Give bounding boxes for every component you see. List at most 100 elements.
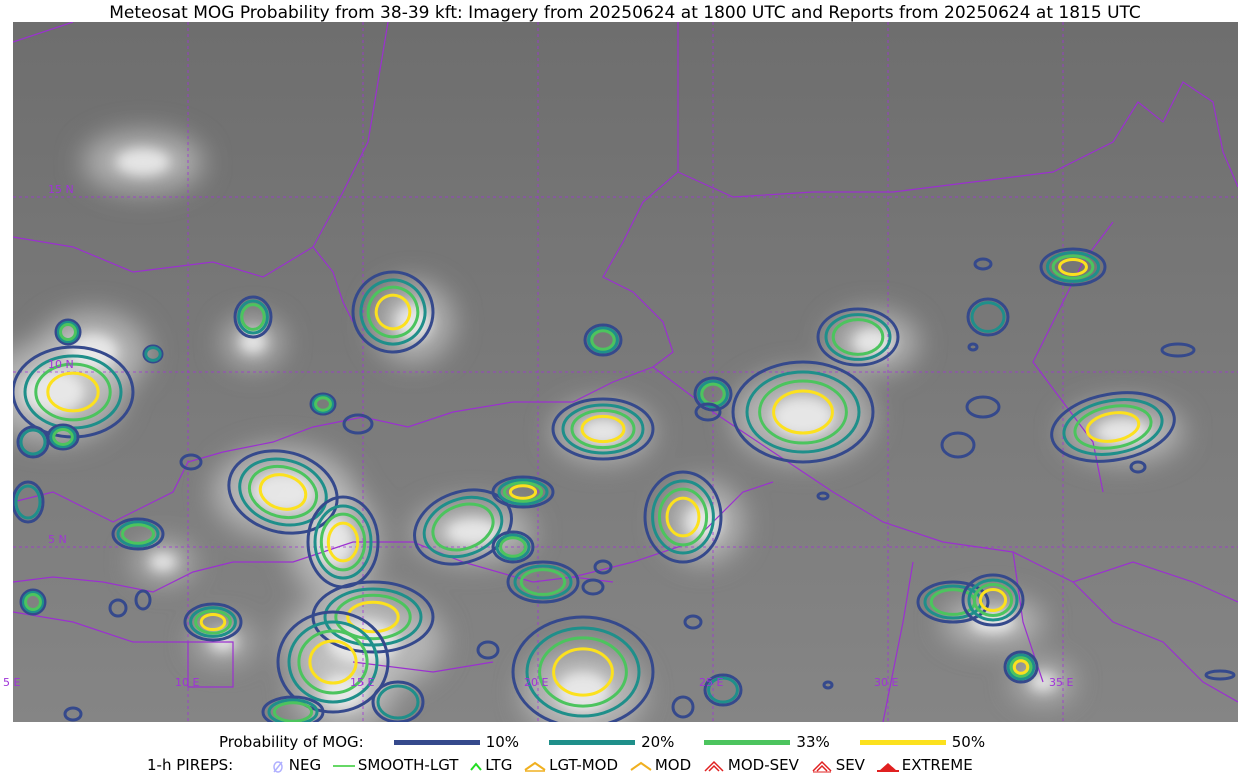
contour-33 xyxy=(334,593,412,641)
pirep-sev: SEV xyxy=(810,756,865,774)
contour-33 xyxy=(121,523,155,545)
contour-10 xyxy=(1003,650,1039,684)
contour-10 xyxy=(491,530,535,564)
contour-10 xyxy=(476,640,500,660)
contour-50 xyxy=(772,389,834,435)
contour-33 xyxy=(319,512,367,572)
neg-icon xyxy=(273,760,283,773)
contour-33 xyxy=(831,318,885,356)
contour-10 xyxy=(916,580,990,624)
contour-10 xyxy=(511,615,655,722)
smooth-lgt-icon xyxy=(332,764,355,767)
contour-33 xyxy=(570,408,636,450)
swatch-33 xyxy=(704,740,791,745)
contour-20 xyxy=(651,479,715,555)
contour-10 xyxy=(961,573,1025,627)
satellite-map[interactable] xyxy=(13,22,1238,722)
contour-20 xyxy=(56,320,80,344)
level-label-50: 50% xyxy=(951,733,986,751)
contour-33 xyxy=(499,536,527,558)
country-border xyxy=(13,22,389,278)
lon-label-25e: 25 E xyxy=(699,676,724,689)
contour-33 xyxy=(431,502,495,552)
contour-10 xyxy=(940,431,976,459)
extreme-icon xyxy=(876,762,899,772)
level-label-10: 10% xyxy=(485,733,520,751)
contour-50 xyxy=(508,484,538,500)
contour-33 xyxy=(657,487,709,547)
contour-33 xyxy=(34,362,112,422)
level-label-20: 20% xyxy=(641,733,675,751)
contour-33 xyxy=(59,323,77,341)
contour-10 xyxy=(276,610,390,714)
contour-20 xyxy=(1006,653,1036,681)
contour-50 xyxy=(665,496,701,538)
country-border xyxy=(677,81,1238,198)
contour-10 xyxy=(551,397,655,461)
contour-50 xyxy=(552,647,614,697)
contour-20 xyxy=(49,425,77,449)
contour-33 xyxy=(538,636,628,708)
contour-10 xyxy=(351,270,435,354)
contour-33 xyxy=(502,481,544,503)
cloud-core xyxy=(149,553,177,571)
contour-33 xyxy=(758,379,848,445)
contour-10 xyxy=(179,453,203,471)
contour-50 xyxy=(374,293,412,331)
country-border xyxy=(13,611,188,643)
contour-50 xyxy=(308,639,358,685)
contour-50 xyxy=(258,473,308,511)
country-border xyxy=(1072,581,1238,703)
lat-label-10n: 10 N xyxy=(48,358,74,371)
cloud-core xyxy=(68,334,118,370)
pirep-legend-title: 1-h PIREPS: xyxy=(147,756,234,774)
contour-33 xyxy=(1073,404,1153,450)
contour-20 xyxy=(513,564,573,600)
contour-50 xyxy=(1085,411,1141,443)
contour-10 xyxy=(13,480,45,524)
contour-50 xyxy=(580,414,626,444)
contour-20 xyxy=(422,495,504,559)
pirep-lgt-mod: LGT-MOD xyxy=(523,756,618,774)
contour-33 xyxy=(272,701,314,722)
pirep-ltg: LTG xyxy=(469,756,512,774)
contour-10 xyxy=(134,589,152,611)
contour-10 xyxy=(693,376,733,412)
swatch-10 xyxy=(393,740,480,745)
contour-10 xyxy=(593,559,613,575)
probability-legend-title: Probability of MOG: xyxy=(219,733,364,751)
contour-10 xyxy=(233,295,273,339)
contour-33 xyxy=(366,285,420,339)
contour-10 xyxy=(683,614,703,630)
contour-50 xyxy=(326,521,360,563)
country-border xyxy=(652,366,1238,603)
swatch-50 xyxy=(859,740,946,745)
contour-20 xyxy=(970,301,1006,333)
contour-10 xyxy=(966,297,1010,337)
lon-label-30e: 30 E xyxy=(874,676,899,689)
contour-20 xyxy=(561,403,645,455)
contour-33 xyxy=(52,428,74,446)
contour-10 xyxy=(1204,669,1236,681)
contour-20 xyxy=(497,478,549,506)
contour-10 xyxy=(46,423,80,451)
country-border xyxy=(13,22,74,43)
contour-20 xyxy=(1062,398,1164,456)
pirep-mod-sev: MOD-SEV xyxy=(702,756,799,774)
level-label-33: 33% xyxy=(796,733,830,751)
mog-contours xyxy=(13,247,1236,722)
contour-20 xyxy=(967,578,1019,622)
ltg-icon xyxy=(470,761,483,771)
contour-10 xyxy=(1039,247,1107,287)
swatch-20 xyxy=(549,740,636,745)
contour-33 xyxy=(972,583,1014,617)
contour-20 xyxy=(745,370,861,454)
lat-lon-grid xyxy=(13,22,1238,722)
contour-33 xyxy=(240,303,266,331)
contour-10 xyxy=(19,588,47,616)
country-border xyxy=(352,661,494,673)
cloud-core xyxy=(116,148,170,176)
country-border xyxy=(13,22,679,523)
contour-20 xyxy=(313,504,373,580)
country-border xyxy=(187,641,234,688)
